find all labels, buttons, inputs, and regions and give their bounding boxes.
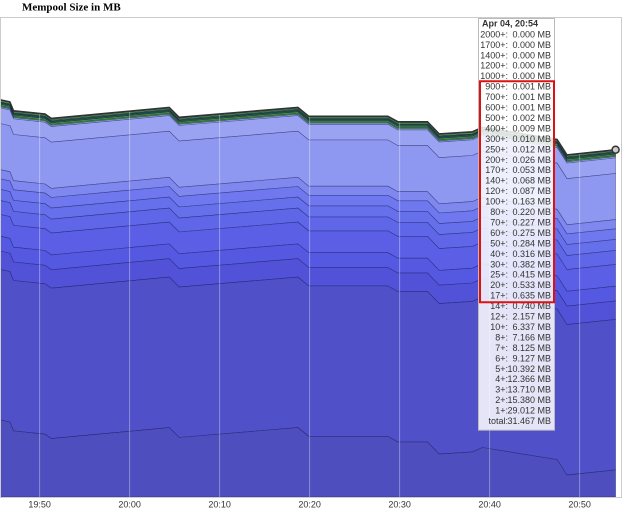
tooltip-label: total: bbox=[488, 416, 508, 426]
tooltip-label: 7+: bbox=[495, 343, 508, 353]
tooltip-value: 0.284 MB bbox=[512, 238, 551, 248]
tooltip-value: 10.392 MB bbox=[507, 364, 551, 374]
tooltip-label: 20+: bbox=[490, 280, 508, 290]
tooltip-label: 700+: bbox=[485, 92, 508, 102]
tooltip-value: 0.001 MB bbox=[512, 103, 551, 113]
tooltip-label: 900+: bbox=[485, 82, 508, 92]
tooltip-label: 1000+: bbox=[480, 71, 508, 81]
tooltip-label: 14+: bbox=[490, 301, 508, 311]
tooltip-label: 400+: bbox=[485, 123, 508, 133]
tooltip-label: 50+: bbox=[490, 238, 508, 248]
tooltip-value: 0.533 MB bbox=[512, 280, 551, 290]
tooltip-label: 100+: bbox=[485, 197, 508, 207]
tooltip-value: 6.337 MB bbox=[512, 322, 551, 332]
tooltip-value: 31.467 MB bbox=[507, 416, 551, 426]
tooltip-value: 0.026 MB bbox=[512, 155, 551, 165]
x-tick-label: 20:00 bbox=[118, 499, 141, 509]
tooltip-box bbox=[478, 18, 555, 431]
tooltip-label: 1400+: bbox=[480, 50, 508, 60]
tooltip-value: 2.157 MB bbox=[512, 312, 551, 322]
tooltip-value: 0.382 MB bbox=[512, 259, 551, 269]
tooltip-label: 70+: bbox=[490, 217, 508, 227]
tooltip-value: 0.012 MB bbox=[512, 144, 551, 154]
x-tick-label: 20:30 bbox=[388, 499, 411, 509]
tooltip-value: 13.710 MB bbox=[507, 385, 551, 395]
tooltip-value: 0.002 MB bbox=[512, 113, 551, 123]
tooltip-value: 0.163 MB bbox=[512, 197, 551, 207]
tooltip-label: 5+: bbox=[495, 364, 508, 374]
tooltip-value: 15.380 MB bbox=[507, 395, 551, 405]
x-tick-label: 20:50 bbox=[568, 499, 591, 509]
tooltip-value: 0.227 MB bbox=[512, 217, 551, 227]
chart-title: Mempool Size in MB bbox=[22, 2, 121, 14]
tooltip-label: 4+: bbox=[495, 374, 508, 384]
tooltip-value: 0.000 MB bbox=[512, 29, 551, 39]
tooltip-label: 200+: bbox=[485, 155, 508, 165]
tooltip-value: 8.125 MB bbox=[512, 343, 551, 353]
plot-area bbox=[0, 18, 620, 498]
tooltip-label: 25+: bbox=[490, 270, 508, 280]
tooltip-label: 500+: bbox=[485, 113, 508, 123]
tooltip-label: 1700+: bbox=[480, 40, 508, 50]
tooltip-value: 0.000 MB bbox=[512, 61, 551, 71]
tooltip-value: 0.053 MB bbox=[512, 165, 551, 175]
tooltip-value: 0.740 MB bbox=[512, 301, 551, 311]
tooltip-label: 300+: bbox=[485, 134, 508, 144]
tooltip-value: 9.127 MB bbox=[512, 353, 551, 363]
tooltip-value: 0.001 MB bbox=[512, 92, 551, 102]
tooltip-label: 1200+: bbox=[480, 61, 508, 71]
tooltip-label: 10+: bbox=[490, 322, 508, 332]
tooltip-label: 3+: bbox=[495, 385, 508, 395]
tooltip-label: 250+: bbox=[485, 144, 508, 154]
tooltip-title: Apr 04, 20:54 bbox=[482, 18, 538, 28]
plot-frame bbox=[0, 17, 622, 498]
tooltip-label: 2+: bbox=[495, 395, 508, 405]
tooltip-value: 0.001 MB bbox=[512, 82, 551, 92]
tooltip-label: 80+: bbox=[490, 207, 508, 217]
tooltip-label: 120+: bbox=[485, 186, 508, 196]
tooltip-label: 30+: bbox=[490, 259, 508, 269]
tooltip-label: 170+: bbox=[485, 165, 508, 175]
tooltip-value: 0.087 MB bbox=[512, 186, 551, 196]
tooltip-value: 0.009 MB bbox=[512, 123, 551, 133]
tooltip-value: 0.316 MB bbox=[512, 249, 551, 259]
tooltip-label: 8+: bbox=[495, 332, 508, 342]
tooltip-label: 40+: bbox=[490, 249, 508, 259]
x-tick-label: 20:40 bbox=[478, 499, 501, 509]
x-tick-label: 19:50 bbox=[28, 499, 51, 509]
x-tick-label: 20:20 bbox=[298, 499, 321, 509]
tooltip-value: 29.012 MB bbox=[507, 406, 551, 416]
tooltip-label: 60+: bbox=[490, 228, 508, 238]
tooltip-label: 140+: bbox=[485, 176, 508, 186]
tooltip-value: 0.010 MB bbox=[512, 134, 551, 144]
tooltip-value: 0.068 MB bbox=[512, 176, 551, 186]
hover-marker bbox=[611, 145, 620, 154]
highlight-box bbox=[479, 80, 555, 304]
tooltip-value: 0.000 MB bbox=[512, 50, 551, 60]
tooltip-value: 0.220 MB bbox=[512, 207, 551, 217]
tooltip-label: 2000+: bbox=[480, 29, 508, 39]
tooltip-label: 12+: bbox=[490, 312, 508, 322]
tooltip-value: 0.415 MB bbox=[512, 270, 551, 280]
tooltip-value: 7.166 MB bbox=[512, 332, 551, 342]
x-tick-label: 20:10 bbox=[208, 499, 231, 509]
tooltip-value: 0.275 MB bbox=[512, 228, 551, 238]
tooltip-label: 6+: bbox=[495, 353, 508, 363]
tooltip-label: 600+: bbox=[485, 103, 508, 113]
tooltip-value: 0.000 MB bbox=[512, 71, 551, 81]
tooltip-label: 17+: bbox=[490, 291, 508, 301]
tooltip-value: 0.000 MB bbox=[512, 40, 551, 50]
tooltip-value: 0.635 MB bbox=[512, 291, 551, 301]
tooltip-value: 12.366 MB bbox=[507, 374, 551, 384]
tooltip-label: 1+: bbox=[495, 406, 508, 416]
